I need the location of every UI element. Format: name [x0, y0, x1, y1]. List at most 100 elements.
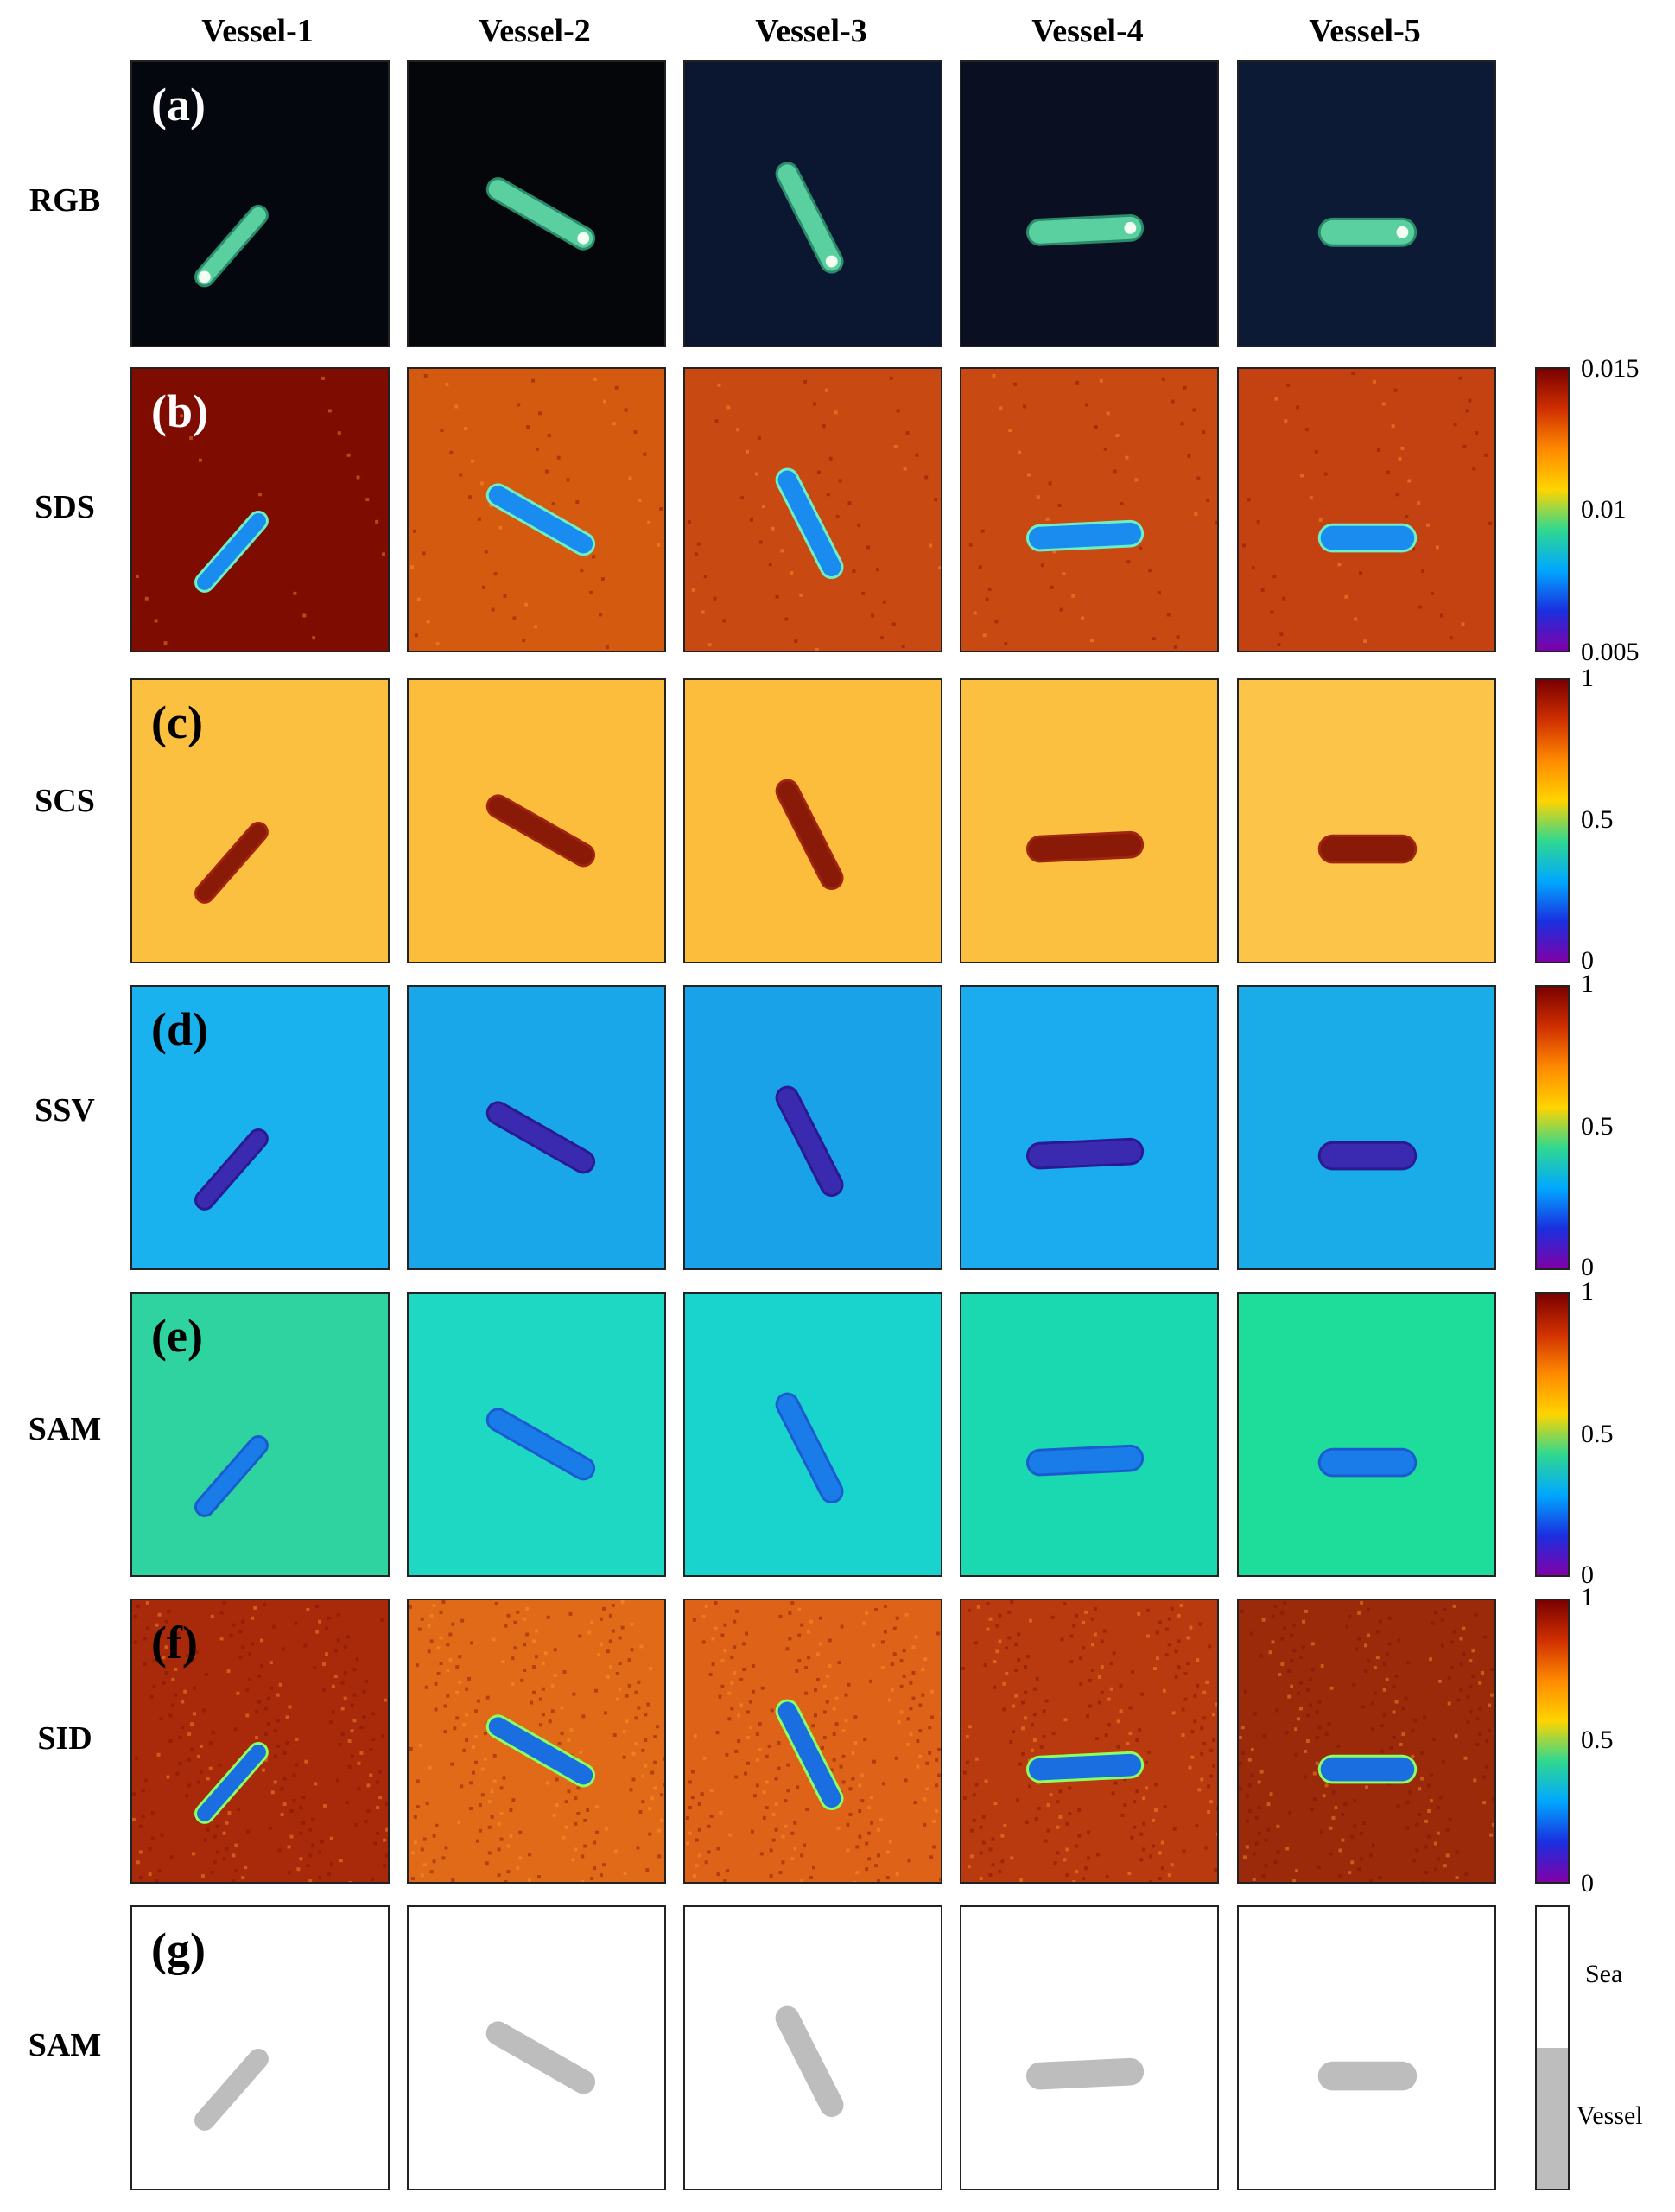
texture-speckle	[937, 1747, 941, 1751]
colorbar-sid	[1535, 1599, 1570, 1884]
texture-speckle	[602, 399, 606, 404]
texture-speckle	[872, 1759, 877, 1764]
texture-speckle	[993, 1660, 997, 1664]
texture-speckle	[790, 571, 794, 575]
texture-speckle	[246, 1829, 251, 1834]
texture-speckle	[522, 639, 526, 643]
texture-speckle	[1381, 402, 1386, 406]
panel-image	[1239, 1907, 1494, 2189]
texture-speckle	[758, 1722, 762, 1726]
texture-speckle	[620, 1625, 625, 1630]
texture-speckle	[695, 1838, 699, 1842]
texture-speckle	[1305, 1713, 1310, 1718]
texture-speckle	[193, 1712, 196, 1716]
row-label-sds: SDS	[35, 489, 95, 525]
texture-speckle	[1109, 1687, 1113, 1691]
texture-speckle	[443, 1730, 447, 1734]
texture-speckle	[1299, 1656, 1303, 1660]
texture-speckle	[1283, 1626, 1287, 1630]
texture-speckle	[969, 1828, 974, 1833]
texture-speckle	[726, 1869, 730, 1873]
texture-speckle	[294, 1621, 298, 1625]
texture-speckle	[1359, 571, 1363, 575]
panel-sam-class-vessel-2	[407, 1905, 666, 2190]
texture-speckle	[552, 1813, 556, 1817]
texture-speckle	[333, 1674, 338, 1678]
texture-speckle	[379, 588, 384, 592]
texture-speckle	[428, 1765, 432, 1770]
texture-speckle	[311, 1817, 315, 1821]
texture-speckle	[1209, 1748, 1214, 1752]
texture-speckle	[299, 1806, 303, 1810]
texture-speckle	[1160, 1840, 1164, 1845]
texture-speckle	[707, 643, 712, 647]
texture-speckle	[1350, 1860, 1355, 1865]
texture-speckle	[1489, 1833, 1494, 1837]
texture-speckle	[824, 388, 828, 392]
panel-image	[132, 62, 388, 346]
texture-speckle	[633, 430, 638, 435]
texture-speckle	[235, 379, 239, 384]
texture-speckle	[409, 1605, 412, 1609]
texture-speckle	[844, 1719, 848, 1723]
texture-speckle	[1297, 1691, 1301, 1695]
row-label-sam-classification: SAM	[28, 2027, 102, 2063]
texture-speckle	[1317, 1700, 1322, 1704]
texture-speckle	[1382, 1688, 1386, 1692]
texture-speckle	[187, 1783, 192, 1788]
texture-speckle	[409, 1746, 413, 1751]
texture-speckle	[1310, 1668, 1315, 1671]
texture-speckle	[504, 1624, 508, 1628]
texture-speckle	[260, 456, 264, 461]
texture-speckle	[1140, 1692, 1145, 1696]
panel-image	[685, 680, 941, 962]
texture-speckle	[733, 1645, 737, 1649]
texture-speckle	[1331, 1790, 1336, 1795]
texture-speckle	[303, 1643, 308, 1648]
panel-ssv-vessel-2	[407, 985, 666, 1270]
vessel-shape	[488, 1103, 593, 1172]
texture-speckle	[560, 1732, 564, 1736]
texture-speckle	[925, 1761, 929, 1765]
texture-speckle	[982, 633, 987, 638]
texture-speckle	[1069, 1660, 1074, 1664]
texture-speckle	[432, 1834, 436, 1838]
texture-speckle	[145, 1626, 149, 1630]
panel-background	[132, 369, 388, 651]
texture-speckle	[343, 1696, 347, 1700]
texture-speckle	[1062, 572, 1066, 576]
texture-speckle	[1345, 1624, 1349, 1629]
texture-speckle	[1005, 1671, 1009, 1675]
texture-speckle	[506, 1870, 511, 1874]
texture-speckle	[562, 1835, 566, 1840]
texture-speckle	[1205, 1680, 1209, 1684]
texture-speckle	[1385, 1652, 1389, 1656]
texture-speckle	[1488, 1729, 1492, 1733]
texture-speckle	[168, 1713, 173, 1718]
texture-speckle	[366, 1783, 371, 1788]
texture-speckle	[1212, 1738, 1216, 1742]
texture-speckle	[525, 1606, 530, 1611]
texture-speckle	[560, 1706, 564, 1710]
texture-speckle	[657, 1828, 662, 1833]
texture-speckle	[874, 1607, 878, 1611]
texture-speckle	[289, 523, 293, 527]
texture-speckle	[244, 402, 249, 406]
texture-speckle	[295, 1738, 299, 1741]
texture-speckle	[1266, 1827, 1271, 1832]
texture-speckle	[1021, 1700, 1025, 1705]
texture-speckle	[1111, 1791, 1115, 1796]
texture-speckle	[1397, 1638, 1401, 1643]
texture-speckle	[916, 1764, 920, 1769]
panel-letter-ssv: (d)	[151, 1003, 208, 1055]
colorbar-sam-tick-bottom: 0	[1581, 1560, 1594, 1589]
texture-speckle	[981, 1840, 986, 1845]
texture-speckle	[904, 1778, 908, 1783]
texture-speckle	[889, 376, 893, 380]
texture-speckle	[1177, 1639, 1181, 1643]
texture-speckle	[581, 1714, 586, 1719]
texture-speckle	[337, 431, 341, 435]
texture-speckle	[1343, 1802, 1348, 1807]
texture-speckle	[883, 1604, 887, 1608]
panel-sam-vessel-5	[1237, 1292, 1496, 1577]
